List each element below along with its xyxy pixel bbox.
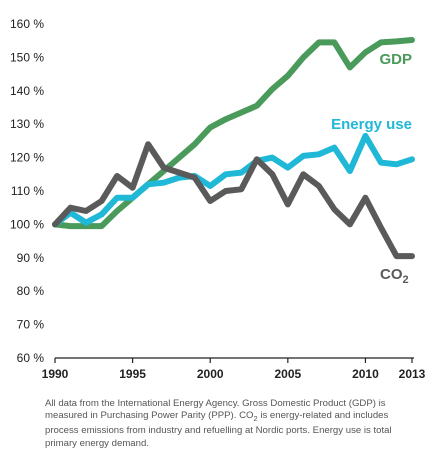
y-tick-label: 60 %: [17, 351, 45, 365]
y-tick-label: 90 %: [17, 251, 45, 265]
footnote-text-2: is energy-related and includes process e…: [45, 410, 392, 449]
series-lines: [52, 37, 415, 260]
y-tick-label: 140 %: [10, 84, 44, 98]
series-line-energy-use: [52, 132, 415, 228]
y-tick-label: 110 %: [11, 184, 44, 198]
y-tick-label: 130 %: [10, 117, 44, 131]
x-tick-label: 2000: [197, 367, 224, 381]
y-tick-label: 80 %: [17, 284, 45, 298]
x-tick-label: 1990: [42, 367, 69, 381]
series-line-co2: [52, 141, 415, 260]
x-tick-label: 1995: [119, 367, 146, 381]
footnote: All data from the International Energy A…: [45, 398, 420, 450]
y-tick-label: 120 %: [10, 151, 44, 165]
series-label-co2: CO2: [380, 266, 409, 286]
line-chart: 60 % 70 % 80 % 90 % 100 % 110 % 120 % 130 % 140 …: [10, 17, 426, 381]
y-tick-label: 70 %: [17, 318, 45, 332]
y-axis-ticks: 60 % 70 % 80 % 90 % 100 % 110 % 120 % 130 % 140 …: [10, 17, 44, 365]
y-tick-label: 160 %: [10, 17, 44, 31]
y-tick-label: 100 %: [10, 217, 44, 231]
y-tick-label: 150 %: [10, 50, 44, 64]
series-line-gdp: [52, 37, 415, 230]
series-label-gdp: GDP: [379, 51, 412, 68]
series-label-energy-use: Energy use: [331, 116, 412, 133]
x-axis-ticks: 1990 1995 2000 2005 2010 2013: [42, 358, 426, 381]
x-tick-label: 2005: [274, 367, 301, 381]
x-tick-label: 2010: [352, 367, 379, 381]
footnote-text-1: All data from the International Energy A…: [45, 398, 386, 422]
series-labels: GDP Energy use CO2: [331, 51, 412, 286]
footnote-subscript: 2: [253, 414, 258, 424]
x-tick-label: 2013: [399, 367, 426, 381]
